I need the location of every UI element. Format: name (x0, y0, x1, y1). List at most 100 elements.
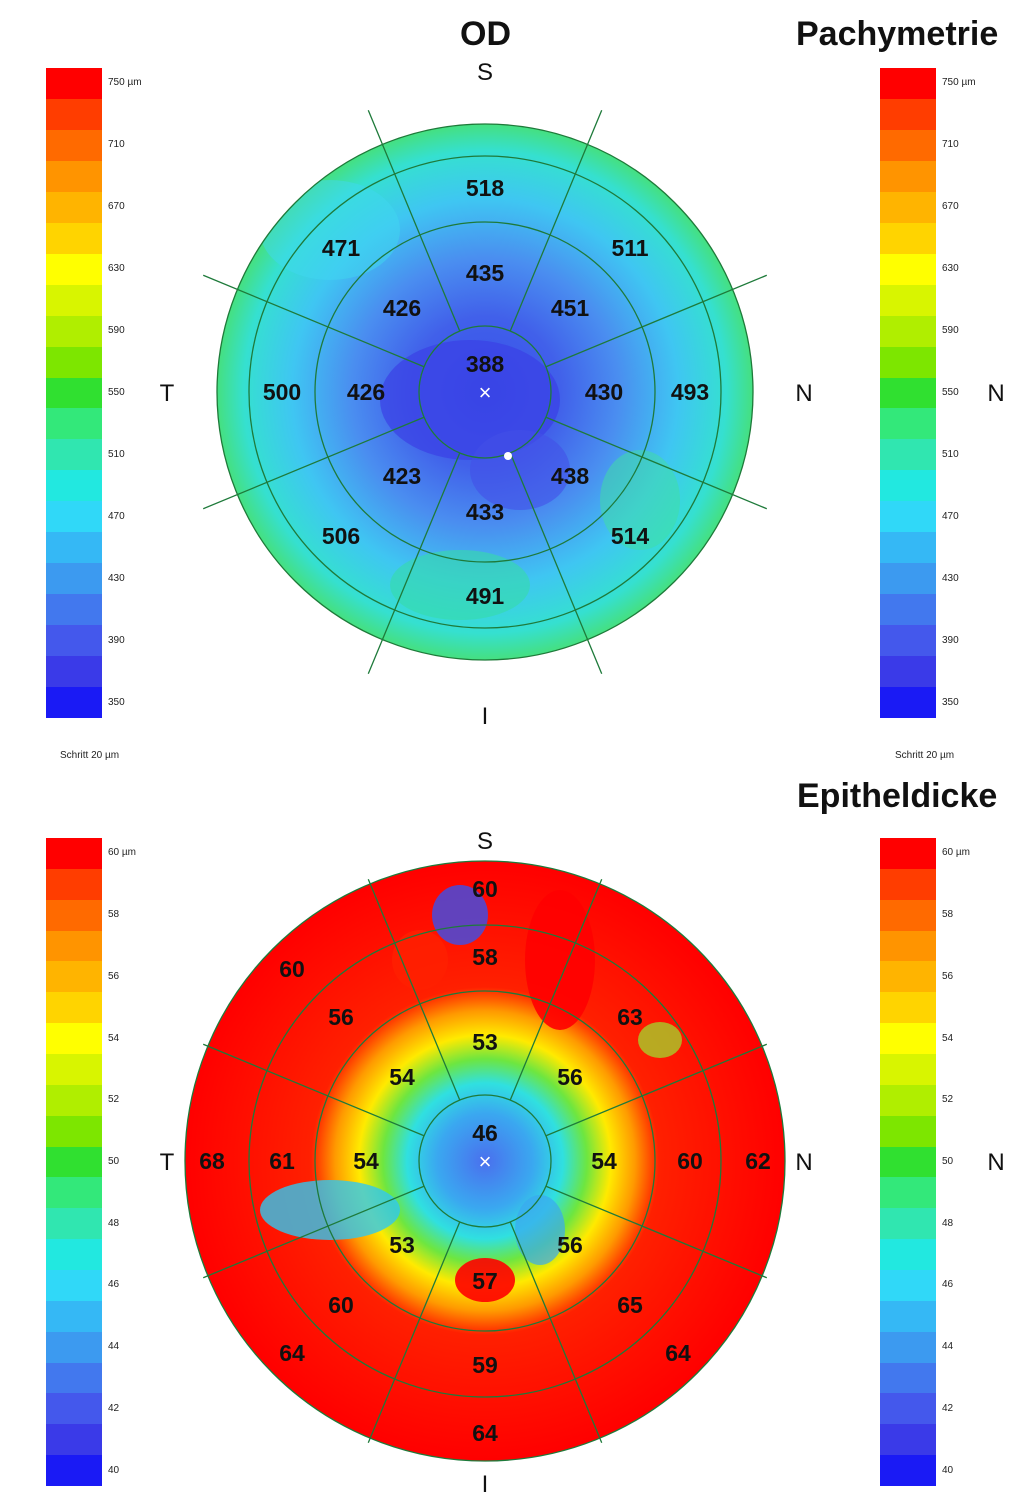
scale-color-cell (46, 1115, 102, 1147)
scale-color-cell (46, 1084, 102, 1116)
scale-color-cell (880, 408, 936, 440)
scale-color-cell (46, 532, 102, 564)
pachymetry-step-note-left: Schritt 20 µm (60, 750, 120, 761)
epithelium-inner-sn: 56 (557, 1064, 583, 1090)
pachymetry-outer-in: 514 (611, 523, 650, 549)
scale-color-cell (880, 1146, 936, 1178)
scale-color-cell (46, 129, 102, 161)
scale-color-cell (46, 98, 102, 130)
sector-boundary-line (202, 1043, 425, 1137)
epithelium-nasal-label: N (795, 1149, 812, 1176)
scale-color-cell (46, 1424, 102, 1456)
pachymetry-outer-i: 491 (466, 583, 505, 609)
scale-tick-label: 550 (108, 387, 125, 398)
scale-color-cell (46, 191, 102, 223)
epithelium-inner-st: 54 (389, 1064, 415, 1090)
scale-tick-label: 54 (108, 1032, 120, 1044)
scale-tick-label: 52 (942, 1094, 954, 1106)
scale-tick-label: 710 (942, 139, 959, 151)
pachymetry-title: Pachymetrie (796, 15, 999, 53)
pachymetry-outer-it: 506 (322, 523, 360, 549)
scale-color-cell (880, 868, 936, 900)
scale-color-cell (880, 1455, 936, 1487)
pachymetry-inner-t: 426 (347, 379, 385, 405)
scale-tick-label: 430 (942, 572, 959, 584)
scale-tick-label: 750 µm (942, 77, 976, 89)
scale-color-cell (46, 594, 102, 626)
scale-tick-label: 390 (942, 634, 959, 646)
scale-color-cell (880, 930, 936, 962)
sector-boundary-line (509, 878, 603, 1101)
sector-boundary-line (202, 1185, 425, 1279)
scale-color-cell (46, 687, 102, 719)
scale-tick-label: 630 (108, 263, 125, 275)
scale-color-cell (880, 470, 936, 502)
scale-color-cell (46, 1208, 102, 1240)
epithelium-nasal-label-right: N (987, 1149, 1004, 1176)
scale-color-cell (46, 408, 102, 440)
scale-color-cell (46, 68, 102, 99)
pachymetry-center-value: 388 (466, 351, 505, 377)
scale-tick-label: 590 (942, 325, 959, 337)
sector-boundary-line (202, 416, 425, 510)
scale-tick-label: 42 (108, 1402, 120, 1414)
scale-tick-label: 750 µm (108, 77, 142, 89)
scale-color-cell (46, 992, 102, 1024)
scale-color-bar (880, 68, 936, 719)
scale-color-cell (880, 222, 936, 254)
pachymetry-inner-in: 438 (551, 463, 590, 489)
scale-tick-label: 44 (942, 1341, 954, 1353)
epithelium-color-scale-left: 60 µm 58 56 54 52 50 48 46 44 42 40 (46, 838, 166, 1487)
scale-color-cell (46, 1300, 102, 1332)
pachymetry-superior-label: S (477, 59, 493, 86)
scale-tick-label: 46 (942, 1279, 954, 1291)
scale-color-cell (46, 253, 102, 285)
scale-color-cell (46, 1023, 102, 1055)
scale-color-cell (880, 625, 936, 657)
scale-color-cell (880, 98, 936, 130)
pachymetry-inner-s: 435 (466, 260, 505, 286)
epithelium-outer-s: 60 (472, 876, 498, 902)
pupil-center-dot-icon (504, 452, 512, 460)
scale-color-cell (46, 656, 102, 688)
scale-color-cell (46, 838, 102, 869)
eye-title: OD (460, 15, 511, 53)
scale-color-cell (880, 284, 936, 316)
epithelium-middle-n: 60 (677, 1148, 703, 1174)
scale-color-cell (880, 1239, 936, 1271)
scale-tick-label: 590 (108, 325, 125, 337)
scale-color-cell (880, 563, 936, 595)
epithelium-inner-it: 53 (389, 1232, 415, 1258)
scale-tick-label: 40 (108, 1464, 120, 1476)
center-mark-icon: × (479, 380, 492, 405)
sector-boundary-line (509, 109, 603, 332)
scale-color-cell (880, 191, 936, 223)
epithelium-inner-in: 56 (557, 1232, 583, 1258)
scale-color-cell (46, 563, 102, 595)
scale-color-bar (880, 838, 936, 1487)
scale-tick-label: 470 (942, 510, 959, 522)
sector-boundary-line (545, 416, 768, 510)
pachymetry-outer-s: 518 (466, 175, 505, 201)
pachymetry-step-note-right: Schritt 20 µm (895, 750, 955, 761)
sector-boundary-line (545, 1043, 768, 1137)
scale-color-cell (880, 656, 936, 688)
scale-color-cell (880, 532, 936, 564)
scale-tick-label: 48 (108, 1217, 120, 1229)
scale-tick-label: 60 µm (942, 847, 970, 859)
epithelium-outer-in: 64 (665, 1340, 691, 1366)
pachymetry-nasal-label-right: N (987, 380, 1004, 407)
scale-color-cell (46, 315, 102, 347)
scale-tick-label: 50 (108, 1156, 120, 1167)
epithelium-center-value: 46 (472, 1120, 498, 1146)
scale-tick-label: 60 µm (108, 847, 136, 859)
epithelium-inferior-label: I (482, 1471, 489, 1498)
sector-boundary-line (509, 452, 603, 675)
epithelium-center-mark-icon: × (479, 1149, 492, 1174)
sector-boundary-line (509, 1221, 603, 1444)
scale-color-cell (880, 594, 936, 626)
scale-color-bar (46, 838, 102, 1487)
scale-tick-label: 430 (108, 572, 125, 584)
scale-color-cell (46, 1393, 102, 1425)
scale-color-cell (880, 346, 936, 378)
